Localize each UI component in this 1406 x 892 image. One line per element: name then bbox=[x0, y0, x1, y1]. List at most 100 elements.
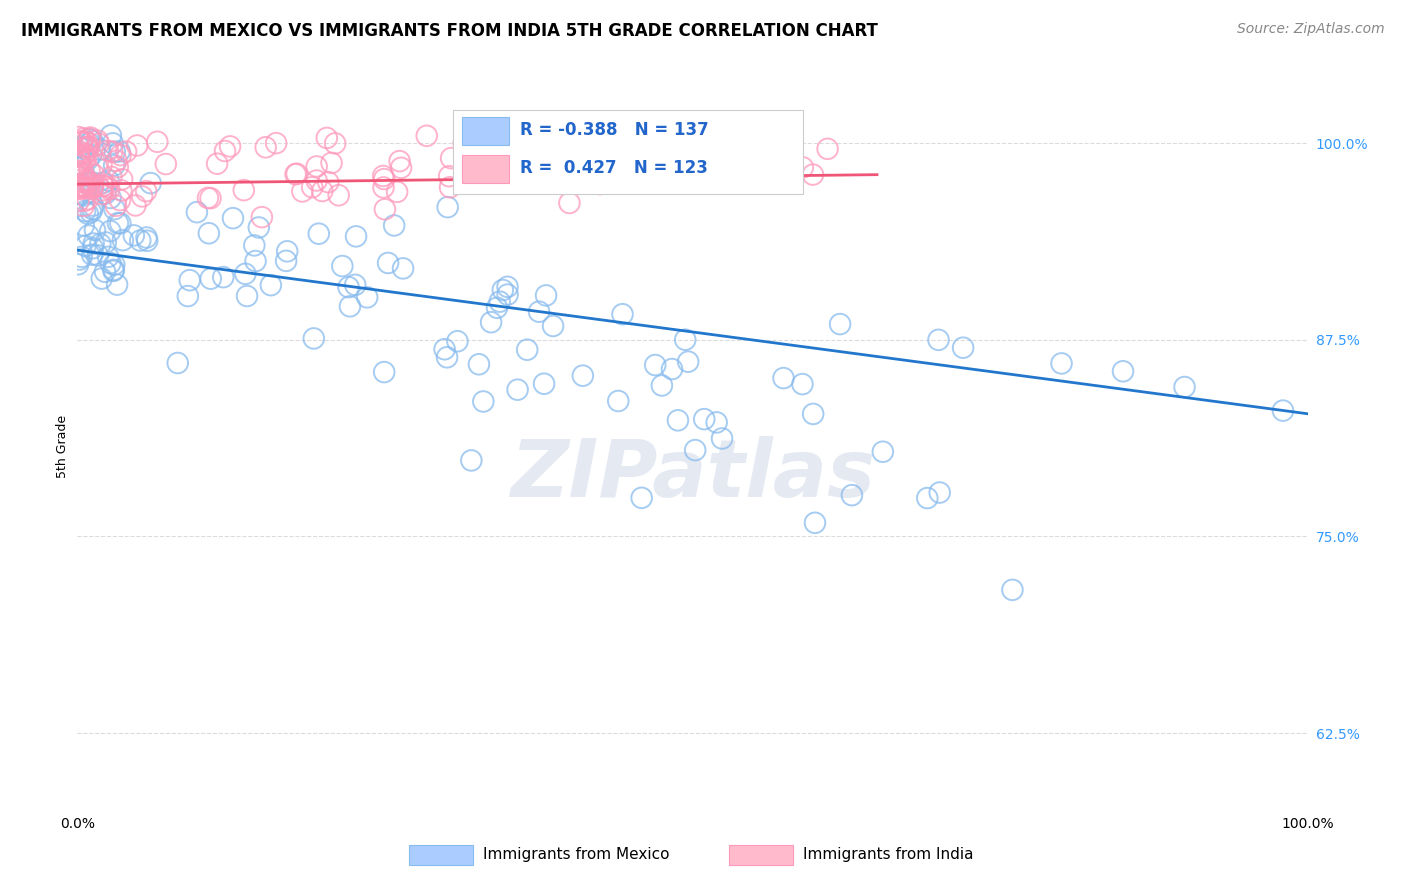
Point bbox=[104, 145, 127, 159]
Point bbox=[661, 362, 683, 376]
Point bbox=[654, 139, 676, 153]
Point bbox=[77, 228, 100, 243]
Point bbox=[179, 273, 201, 287]
Point bbox=[70, 136, 93, 150]
FancyBboxPatch shape bbox=[453, 110, 803, 194]
Point bbox=[79, 130, 101, 145]
Point bbox=[67, 130, 90, 145]
Point bbox=[475, 175, 498, 189]
Point bbox=[440, 151, 463, 165]
Point bbox=[374, 202, 396, 217]
Point bbox=[533, 376, 555, 391]
Point bbox=[76, 207, 98, 221]
Point bbox=[101, 136, 124, 151]
Point bbox=[66, 163, 89, 178]
Point bbox=[344, 229, 367, 244]
Point bbox=[91, 187, 114, 202]
Point bbox=[235, 267, 257, 281]
Point bbox=[792, 161, 814, 175]
Point bbox=[772, 371, 794, 385]
Point bbox=[73, 146, 96, 161]
Point bbox=[110, 148, 132, 162]
Point bbox=[76, 140, 98, 154]
Point bbox=[392, 261, 415, 276]
Point bbox=[82, 134, 104, 148]
Point bbox=[69, 186, 91, 201]
Point bbox=[711, 432, 734, 446]
Point bbox=[67, 194, 90, 208]
Point bbox=[105, 277, 128, 292]
Point bbox=[72, 178, 94, 193]
Point bbox=[197, 191, 219, 205]
Point bbox=[328, 188, 350, 202]
Point bbox=[558, 196, 581, 211]
Point bbox=[72, 141, 94, 155]
Point bbox=[486, 301, 509, 315]
Point bbox=[103, 258, 125, 272]
Point bbox=[101, 145, 124, 159]
Point bbox=[91, 178, 114, 193]
Point bbox=[76, 181, 98, 195]
Point bbox=[82, 202, 104, 216]
Point bbox=[73, 175, 96, 189]
Point bbox=[1001, 582, 1024, 597]
Text: R =  0.427   N = 123: R = 0.427 N = 123 bbox=[520, 159, 709, 177]
Point bbox=[721, 157, 744, 171]
Point bbox=[772, 149, 794, 163]
Point bbox=[79, 132, 101, 146]
Point bbox=[676, 354, 699, 368]
Point bbox=[524, 144, 547, 158]
Point bbox=[72, 164, 94, 178]
Point bbox=[416, 128, 439, 143]
Point bbox=[67, 181, 90, 195]
Point bbox=[67, 140, 90, 154]
Point bbox=[198, 227, 221, 241]
Point bbox=[291, 185, 314, 199]
Point bbox=[131, 189, 153, 203]
Point bbox=[110, 183, 132, 197]
Point bbox=[243, 238, 266, 252]
Point bbox=[72, 131, 94, 145]
Point bbox=[69, 252, 91, 267]
Point bbox=[433, 343, 456, 357]
Point bbox=[87, 136, 110, 151]
Point bbox=[928, 485, 950, 500]
Point bbox=[1050, 356, 1073, 370]
Point bbox=[472, 394, 495, 409]
Point bbox=[460, 453, 482, 467]
Point bbox=[589, 177, 612, 191]
Point bbox=[683, 443, 706, 458]
Point bbox=[75, 239, 97, 253]
Point bbox=[87, 134, 110, 148]
Point bbox=[135, 230, 157, 244]
Point bbox=[516, 343, 538, 357]
Point bbox=[302, 331, 325, 345]
Point bbox=[90, 271, 112, 285]
Point bbox=[124, 198, 146, 212]
Point bbox=[67, 169, 90, 184]
Point bbox=[80, 148, 103, 162]
Point bbox=[98, 224, 121, 238]
Point bbox=[100, 256, 122, 270]
Point bbox=[468, 357, 491, 371]
Point bbox=[492, 283, 515, 297]
Point bbox=[70, 179, 93, 194]
Point bbox=[373, 365, 395, 379]
Point bbox=[80, 181, 103, 195]
Point bbox=[89, 143, 111, 157]
Bar bbox=[730, 845, 793, 865]
Bar bbox=[463, 155, 509, 183]
Point bbox=[70, 178, 93, 193]
Point bbox=[75, 135, 97, 149]
Point bbox=[250, 210, 273, 224]
Point bbox=[97, 173, 120, 187]
Point bbox=[321, 156, 343, 170]
Point bbox=[77, 174, 100, 188]
Point bbox=[139, 176, 162, 190]
Point bbox=[436, 351, 458, 365]
Point bbox=[75, 151, 97, 165]
Point bbox=[200, 271, 222, 285]
Point bbox=[928, 333, 950, 347]
Point bbox=[373, 180, 395, 194]
Point bbox=[446, 334, 468, 349]
